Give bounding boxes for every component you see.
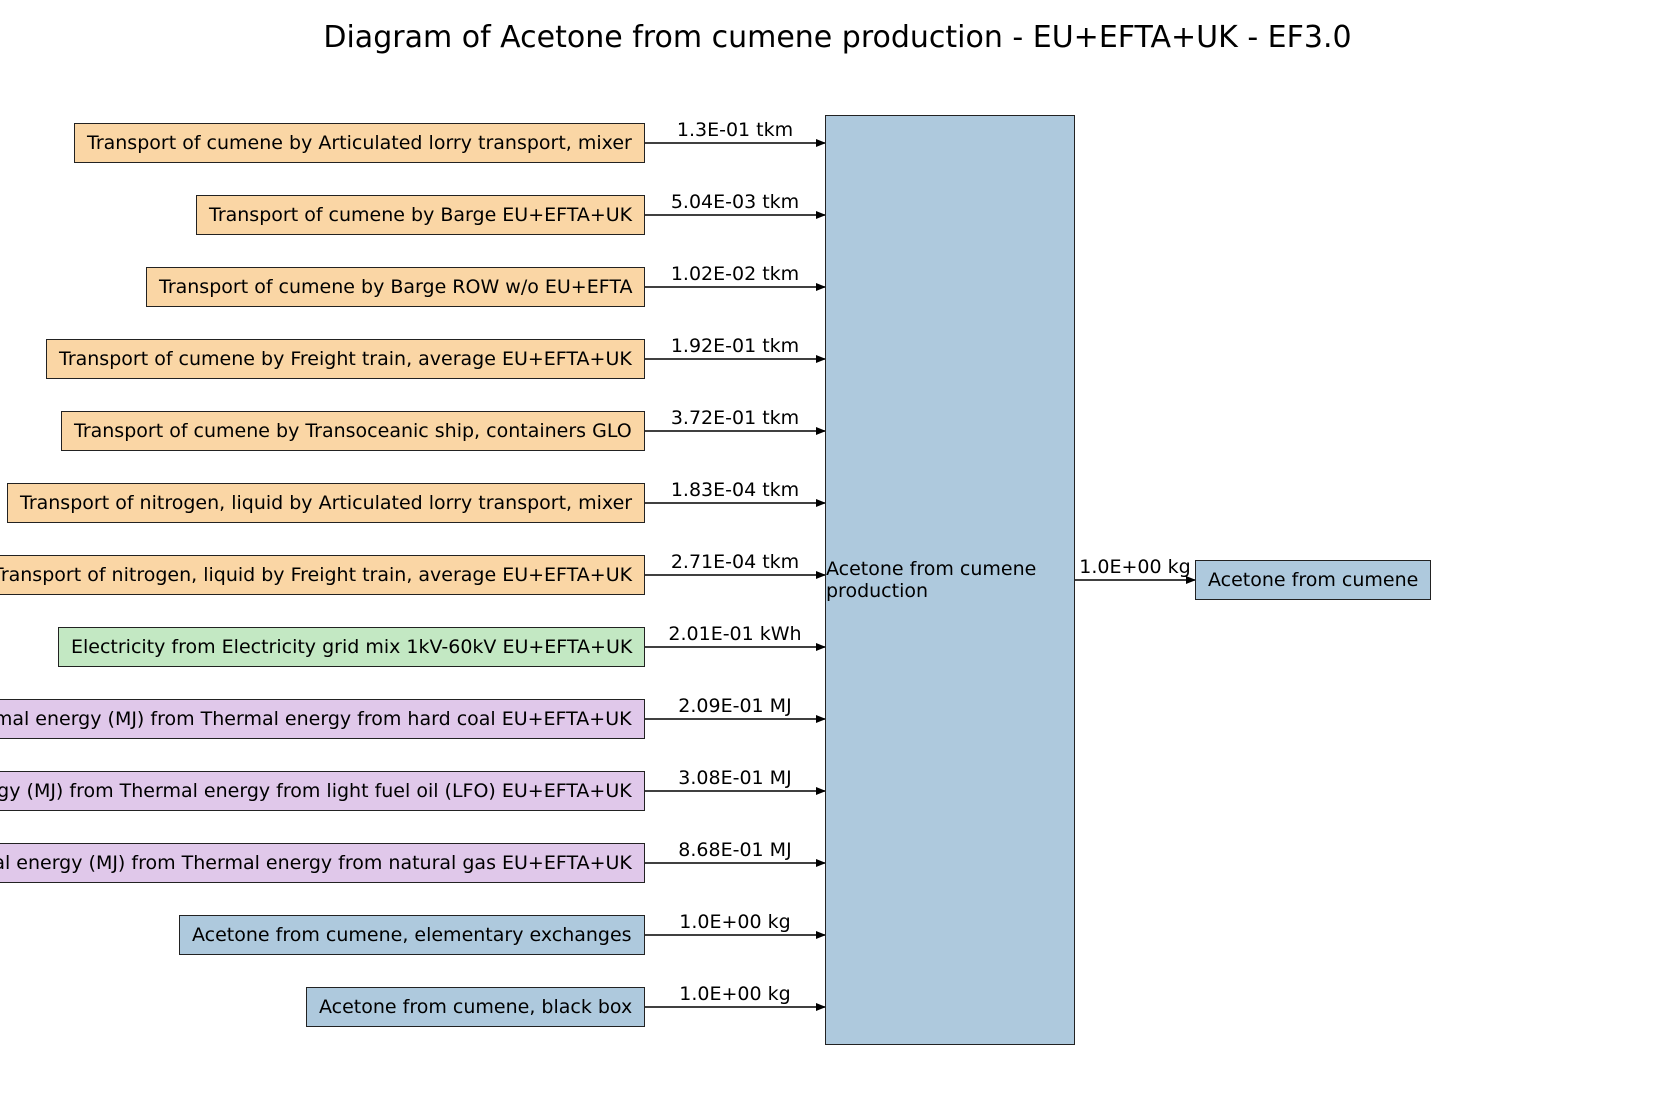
input-node-9: Thermal energy (MJ) from Thermal energy …	[0, 771, 645, 811]
diagram-canvas: Acetone from cumene production Transport …	[20, 75, 1655, 1075]
input-node-0: Transport of cumene by Articulated lorry…	[74, 123, 645, 163]
input-node-6: Transport of nitrogen, liquid by Freight…	[0, 555, 645, 595]
input-edge-label-0: 1.3E-01 tkm	[677, 119, 793, 141]
input-edge-label-7: 2.01E-01 kWh	[668, 623, 801, 645]
input-node-3: Transport of cumene by Freight train, av…	[46, 339, 645, 379]
input-node-8: Thermal energy (MJ) from Thermal energy …	[0, 699, 645, 739]
central-process-node: Acetone from cumene production	[825, 115, 1075, 1045]
diagram-title: Diagram of Acetone from cumene productio…	[20, 20, 1655, 55]
input-node-7: Electricity from Electricity grid mix 1k…	[58, 627, 645, 667]
input-edge-label-8: 2.09E-01 MJ	[678, 695, 791, 717]
input-edge-label-12: 1.0E+00 kg	[679, 983, 790, 1005]
input-node-1: Transport of cumene by Barge EU+EFTA+UK	[196, 195, 645, 235]
input-edge-label-2: 1.02E-02 tkm	[671, 263, 799, 285]
input-node-2: Transport of cumene by Barge ROW w/o EU+…	[146, 267, 645, 307]
input-node-10: Thermal energy (MJ) from Thermal energy …	[0, 843, 645, 883]
central-process-label: Acetone from cumene production	[826, 558, 1074, 602]
input-edge-label-6: 2.71E-04 tkm	[671, 551, 799, 573]
output-node: Acetone from cumene	[1195, 560, 1431, 600]
output-edge-label: 1.0E+00 kg	[1079, 556, 1190, 578]
input-node-4: Transport of cumene by Transoceanic ship…	[61, 411, 645, 451]
input-node-11: Acetone from cumene, elementary exchange…	[179, 915, 645, 955]
input-edge-label-3: 1.92E-01 tkm	[671, 335, 799, 357]
input-edge-label-9: 3.08E-01 MJ	[678, 767, 791, 789]
input-edge-label-4: 3.72E-01 tkm	[671, 407, 799, 429]
input-edge-label-11: 1.0E+00 kg	[679, 911, 790, 933]
input-node-5: Transport of nitrogen, liquid by Articul…	[7, 483, 645, 523]
input-node-12: Acetone from cumene, black box	[306, 987, 645, 1027]
input-edge-label-10: 8.68E-01 MJ	[678, 839, 791, 861]
input-edge-label-5: 1.83E-04 tkm	[671, 479, 799, 501]
input-edge-label-1: 5.04E-03 tkm	[671, 191, 799, 213]
